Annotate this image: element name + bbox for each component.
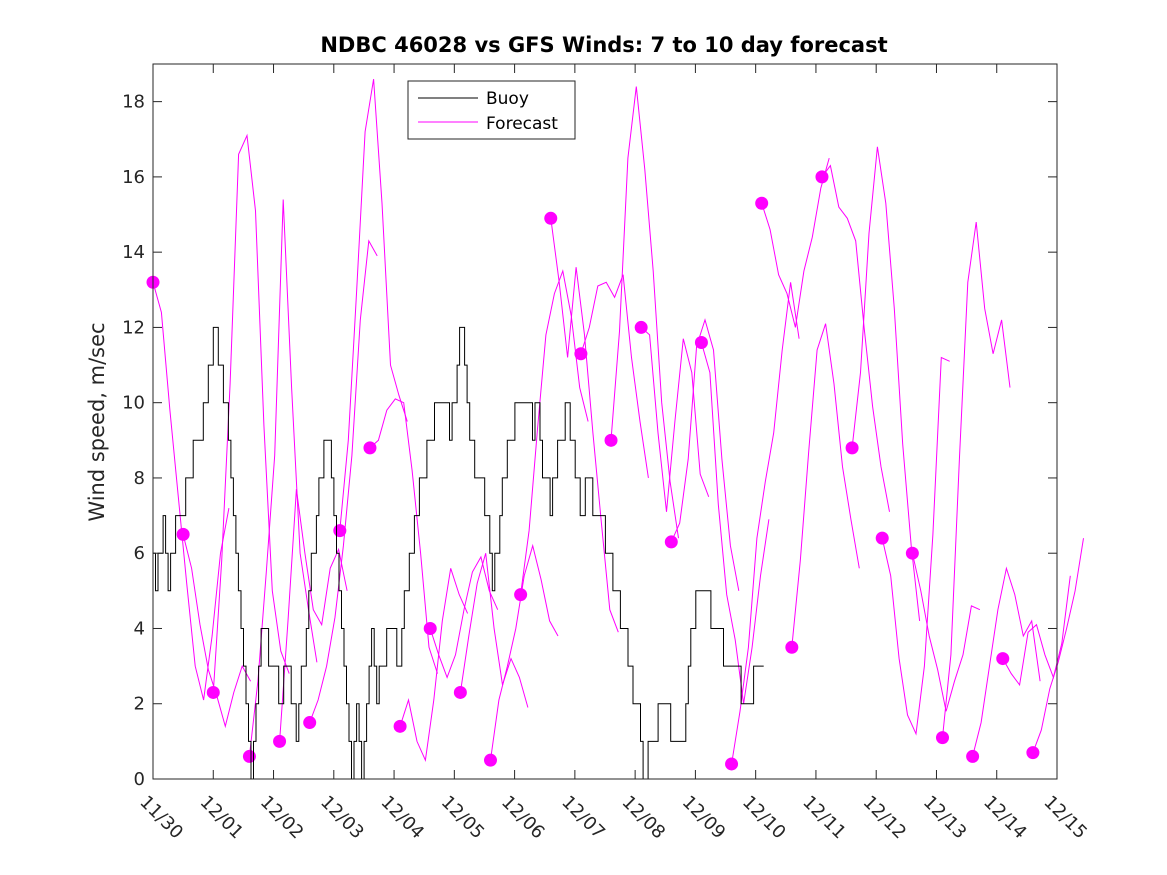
buoy-line	[153, 326, 764, 780]
forecast-start-marker	[206, 685, 220, 699]
forecast-line	[670, 318, 740, 591]
forecast-start-marker	[966, 749, 980, 763]
forecast-line	[881, 356, 950, 736]
forecast-line	[911, 553, 981, 712]
forecast-start-marker	[1026, 746, 1040, 760]
forecast-line	[339, 79, 408, 531]
series-layer	[146, 79, 1084, 780]
forecast-line	[821, 164, 890, 512]
forecast-line	[309, 239, 378, 723]
forecast-line	[640, 327, 710, 512]
forecast-start-marker	[242, 749, 256, 763]
forecast-line	[1002, 575, 1071, 687]
forecast-line	[429, 555, 499, 679]
forecast-start-marker	[544, 211, 558, 225]
forecast-line	[399, 568, 469, 762]
forecast-start-marker	[785, 640, 799, 654]
forecast-line	[1032, 538, 1084, 753]
forecast-start-marker	[905, 546, 919, 560]
forecast-line	[791, 323, 860, 648]
forecast-line	[610, 86, 679, 539]
forecast-line	[520, 269, 589, 595]
forecast-start-marker	[694, 335, 708, 349]
forecast-line	[851, 146, 921, 621]
legend-label-buoy: Buoy	[486, 89, 529, 109]
forecast-line	[490, 543, 559, 761]
legend: Buoy Forecast	[407, 80, 576, 140]
forecast-start-marker	[634, 320, 648, 334]
y-tick-label: 0	[134, 769, 145, 790]
y-tick-label: 16	[122, 167, 145, 188]
y-tick-label: 8	[134, 468, 145, 489]
forecast-start-marker	[514, 588, 528, 602]
forecast-line	[212, 133, 290, 693]
forecast-line	[700, 342, 770, 704]
forecast-start-marker	[453, 685, 467, 699]
y-tick-label: 6	[134, 543, 145, 564]
forecast-line	[459, 553, 529, 708]
forecast-start-marker	[423, 621, 437, 635]
forecast-start-marker	[725, 757, 739, 771]
forecast-start-marker	[574, 347, 588, 361]
forecast-start-marker	[815, 170, 829, 184]
y-axis-label: Wind speed, m/sec	[85, 322, 109, 521]
plot-background	[153, 64, 1057, 779]
y-tick-label: 18	[122, 92, 145, 113]
forecast-start-marker	[363, 441, 377, 455]
forecast-line	[942, 222, 1011, 738]
forecast-line	[761, 157, 830, 328]
plot-area	[153, 64, 1057, 779]
y-tick-label: 10	[122, 393, 145, 414]
forecast-start-marker	[875, 531, 889, 545]
forecast-line	[152, 282, 230, 701]
forecast-line	[279, 489, 348, 742]
forecast-start-marker	[664, 535, 678, 549]
forecast-start-marker	[755, 196, 769, 210]
forecast-line	[369, 398, 438, 674]
y-tick-label: 4	[134, 618, 145, 639]
y-tick-label: 12	[122, 317, 145, 338]
axes-frame	[152, 63, 1058, 780]
forecast-line	[731, 282, 800, 764]
forecast-start-marker	[393, 719, 407, 733]
forecast-start-marker	[604, 433, 618, 447]
y-tick-label: 2	[134, 694, 145, 715]
legend-label-forecast: Forecast	[486, 114, 558, 134]
forecast-start-marker	[333, 524, 347, 538]
y-tick-label: 14	[122, 242, 145, 263]
chart-title: NDBC 46028 vs GFS Winds: 7 to 10 day for…	[320, 33, 887, 57]
legend-box	[407, 80, 576, 140]
forecast-line	[972, 566, 1041, 757]
forecast-line	[550, 218, 619, 633]
forecast-start-marker	[303, 716, 317, 730]
forecast-start-marker	[273, 734, 287, 748]
forecast-start-marker	[176, 527, 190, 541]
forecast-start-marker	[483, 753, 497, 767]
forecast-start-marker	[935, 731, 949, 745]
forecast-start-marker	[845, 441, 859, 455]
forecast-line	[580, 274, 649, 478]
forecast-start-marker	[996, 652, 1010, 666]
